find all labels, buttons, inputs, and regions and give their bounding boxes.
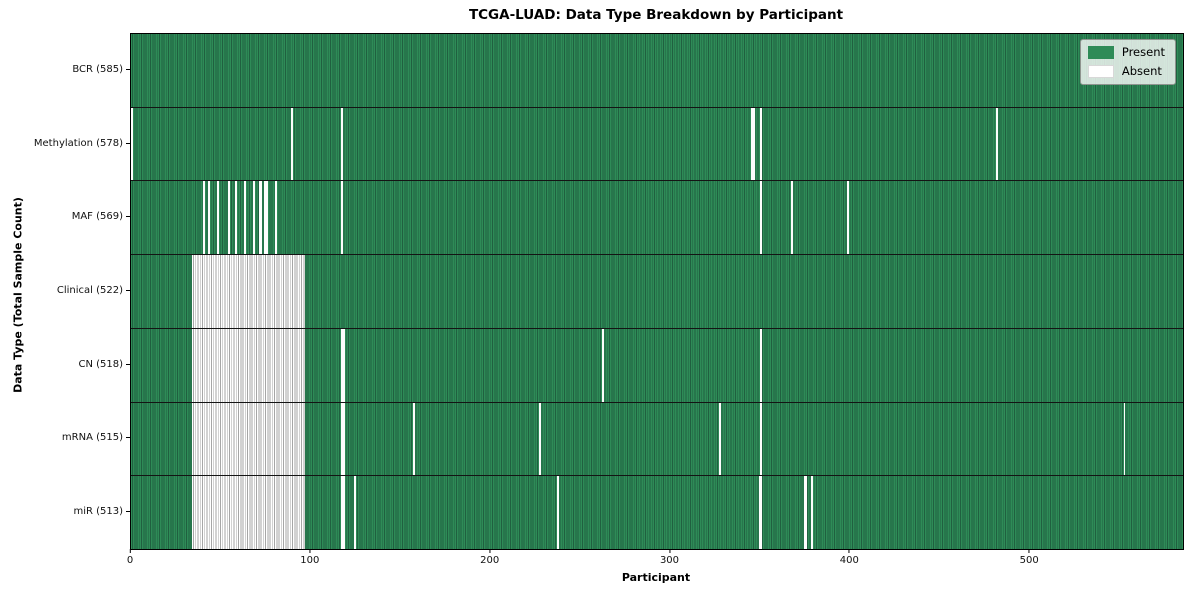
absent-segment bbox=[557, 476, 559, 550]
absent-segment bbox=[341, 181, 344, 255]
absent-segment bbox=[192, 476, 306, 550]
x-tick-label: 100 bbox=[300, 555, 320, 566]
heatmap-row-MAF bbox=[131, 181, 1183, 256]
legend-absent-swatch bbox=[1087, 64, 1114, 78]
y-tick-mark bbox=[126, 510, 130, 512]
absent-segment bbox=[341, 328, 345, 402]
y-tick-label: Methylation (578) bbox=[33, 137, 123, 149]
plot-area: Present Absent bbox=[130, 33, 1184, 550]
absent-segment bbox=[760, 107, 763, 181]
y-tick-mark bbox=[126, 216, 130, 218]
x-tick-mark bbox=[1028, 549, 1030, 553]
x-tick-mark bbox=[848, 549, 850, 553]
absent-segment bbox=[790, 181, 793, 255]
chart-title: TCGA-LUAD: Data Type Breakdown by Partic… bbox=[468, 7, 844, 23]
legend: Present Absent bbox=[1079, 39, 1176, 85]
x-tick-100: 100 bbox=[300, 549, 319, 566]
y-tick-BCR: BCR (585) bbox=[0, 33, 130, 107]
x-tick-mark bbox=[129, 549, 131, 553]
y-tick-Methylation: Methylation (578) bbox=[0, 107, 130, 181]
y-tick-mRNA: mRNA (515) bbox=[0, 401, 130, 475]
absent-segment bbox=[1123, 402, 1126, 476]
absent-segment bbox=[208, 181, 211, 255]
absent-segment bbox=[253, 181, 256, 255]
absent-segment bbox=[539, 402, 541, 476]
absent-segment bbox=[413, 402, 416, 476]
absent-segment bbox=[810, 476, 813, 550]
absent-segment bbox=[258, 181, 263, 255]
y-tick-label: BCR (585) bbox=[72, 64, 123, 76]
y-tick-label: mRNA (515) bbox=[61, 432, 123, 444]
legend-item-absent: Absent bbox=[1087, 64, 1165, 78]
absent-segment bbox=[264, 181, 268, 255]
x-tick-0: 0 bbox=[127, 549, 133, 566]
y-tick-label: CN (518) bbox=[78, 358, 123, 370]
heatmap-row-CN bbox=[131, 328, 1183, 403]
absent-segment bbox=[758, 476, 763, 550]
absent-segment bbox=[995, 107, 998, 181]
legend-present-swatch bbox=[1087, 45, 1114, 59]
y-tick-label: miR (513) bbox=[73, 505, 123, 517]
y-tick-mark bbox=[126, 363, 130, 365]
absent-segment bbox=[760, 402, 763, 476]
x-tick-500: 500 bbox=[1020, 549, 1039, 566]
absent-segment bbox=[202, 181, 205, 255]
legend-absent-label: Absent bbox=[1121, 64, 1162, 78]
x-tick-mark bbox=[668, 549, 670, 553]
y-tick-label: MAF (569) bbox=[71, 211, 123, 223]
x-tick-300: 300 bbox=[660, 549, 679, 566]
x-axis-label: Participant bbox=[621, 571, 691, 584]
absent-segment bbox=[192, 255, 306, 328]
absent-segment bbox=[602, 328, 604, 402]
y-tick-mark bbox=[126, 142, 130, 144]
x-tick-label: 400 bbox=[839, 555, 859, 566]
heatmap-row-mRNA bbox=[131, 402, 1183, 477]
heatmap-row-Methylation bbox=[131, 107, 1183, 182]
y-tick-mark bbox=[126, 437, 130, 439]
absent-segment bbox=[751, 107, 755, 181]
heatmap-row-miR bbox=[131, 476, 1183, 550]
legend-present-label: Present bbox=[1121, 45, 1165, 59]
absent-segment bbox=[760, 181, 763, 255]
x-tick-label: 500 bbox=[1019, 555, 1039, 566]
absent-segment bbox=[228, 181, 230, 255]
absent-segment bbox=[760, 328, 763, 402]
absent-segment bbox=[341, 476, 345, 550]
absent-segment bbox=[719, 402, 721, 476]
absent-segment bbox=[803, 476, 808, 550]
x-tick-label: 200 bbox=[480, 555, 500, 566]
x-tick-mark bbox=[489, 549, 491, 553]
absent-segment bbox=[846, 181, 849, 255]
y-tick-mark bbox=[126, 290, 130, 292]
absent-segment bbox=[192, 328, 306, 402]
y-tick-label: Clinical (522) bbox=[56, 285, 123, 297]
absent-segment bbox=[217, 181, 220, 255]
x-tick-mark bbox=[309, 549, 311, 553]
x-tick-200: 200 bbox=[480, 549, 499, 566]
x-tick-labels: 0 100 200 300 400 500 bbox=[127, 549, 1182, 575]
x-tick-label: 300 bbox=[659, 555, 680, 566]
x-tick-label: 0 bbox=[126, 555, 134, 566]
absent-segment bbox=[274, 181, 277, 255]
absent-segment bbox=[341, 107, 344, 181]
y-tick-MAF: MAF (569) bbox=[0, 180, 130, 254]
absent-segment bbox=[131, 107, 133, 181]
y-tick-CN: CN (518) bbox=[0, 327, 130, 401]
absent-segment bbox=[291, 107, 293, 181]
legend-item-present: Present bbox=[1087, 45, 1165, 59]
y-tick-Clinical: Clinical (522) bbox=[0, 254, 130, 328]
y-tick-miR: miR (513) bbox=[0, 474, 130, 548]
x-tick-400: 400 bbox=[840, 549, 859, 566]
absent-segment bbox=[192, 402, 306, 476]
y-tick-labels: BCR (585) Methylation (578) MAF (569) Clini… bbox=[0, 33, 130, 548]
absent-segment bbox=[244, 181, 247, 255]
heatmap-row-BCR bbox=[131, 34, 1183, 108]
absent-segment bbox=[341, 402, 345, 476]
y-tick-mark bbox=[126, 69, 130, 71]
absent-segment bbox=[353, 476, 356, 550]
heatmap-row-Clinical bbox=[131, 255, 1183, 329]
absent-segment bbox=[235, 181, 238, 255]
